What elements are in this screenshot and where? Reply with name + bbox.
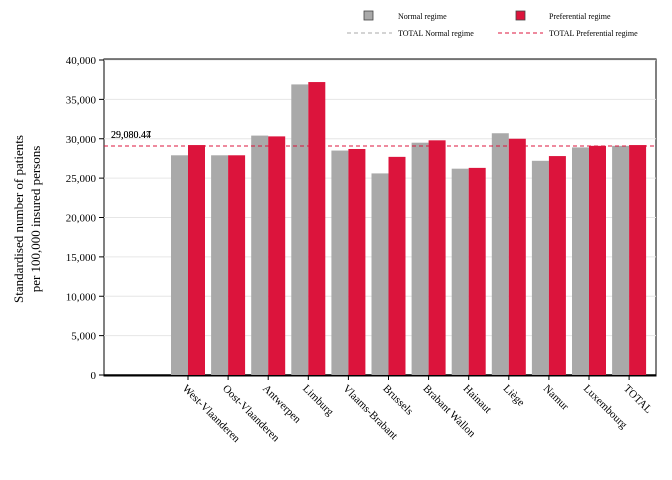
y-tick-label: 25,000: [66, 173, 97, 185]
y-tick-label: 20,000: [66, 213, 97, 225]
legend-label-preferential: Preferential regime: [549, 12, 611, 21]
bar-normal: [291, 84, 309, 375]
bar-preferential: [308, 82, 326, 376]
bars: [171, 82, 647, 376]
x-tick-label: Brussels: [380, 383, 415, 418]
bar-preferential: [268, 136, 286, 375]
bar-preferential: [188, 145, 205, 375]
bar-normal: [612, 145, 630, 375]
bar-normal: [331, 150, 349, 375]
bar-normal: [251, 135, 269, 375]
x-tick-label: Namur: [541, 383, 571, 413]
y-axis-ticks: 0 5,000 10,000 15,000 20,000 25,000 30,000 35,0…: [66, 55, 104, 382]
bar-normal: [491, 133, 509, 375]
bar-normal: [211, 155, 229, 375]
legend-swatch-normal: [363, 10, 374, 21]
y-axis-label-line-1: Standardised number of patients: [11, 135, 26, 303]
x-tick-label: Hainaut: [461, 383, 494, 416]
x-axis-category-labels: West-VlaanderenOost-VlaanderenAntwerpenL…: [180, 375, 654, 445]
y-tick-label: 30,000: [66, 134, 97, 146]
bar-preferential: [468, 167, 486, 375]
y-tick-label: 35,000: [66, 94, 97, 106]
bar-preferential: [589, 145, 606, 375]
bar-preferential: [348, 148, 366, 375]
y-tick-label: 15,000: [66, 252, 97, 264]
legend-label-total-preferential: TOTAL Preferential regime: [549, 29, 638, 38]
bar-normal: [572, 147, 589, 375]
bar-preferential: [629, 145, 647, 375]
legend-label-normal: Normal regime: [398, 12, 447, 21]
bar-normal: [531, 160, 549, 375]
legend: Normal regime Preferential regime TOTAL …: [347, 10, 638, 38]
x-tick-label: Limburg: [300, 383, 336, 419]
x-tick-label: TOTAL: [621, 383, 654, 416]
bar-preferential: [228, 155, 246, 375]
bar-normal: [371, 173, 389, 375]
x-tick-label: Liège: [501, 383, 527, 409]
bar-normal: [451, 168, 469, 375]
bar-normal: [411, 142, 429, 375]
legend-label-total-normal: TOTAL Normal regime: [398, 29, 474, 38]
bar-preferential: [388, 156, 406, 375]
bar-preferential: [508, 138, 526, 375]
reference-label-total-preferential: 29,080.44: [111, 130, 151, 141]
reference-label-total-normal: 29,080.47: [111, 130, 151, 141]
y-tick-label: 5,000: [71, 331, 96, 343]
bar-normal: [171, 155, 188, 375]
y-tick-label: 10,000: [66, 291, 97, 303]
legend-swatch-preferential: [515, 10, 526, 21]
y-tick-label: 40,000: [66, 55, 97, 67]
bar-preferential: [548, 156, 566, 375]
y-tick-label: 0: [91, 370, 97, 382]
bar-preferential: [428, 140, 446, 375]
y-axis-label-line-2: per 100,000 insured persons: [28, 146, 43, 293]
